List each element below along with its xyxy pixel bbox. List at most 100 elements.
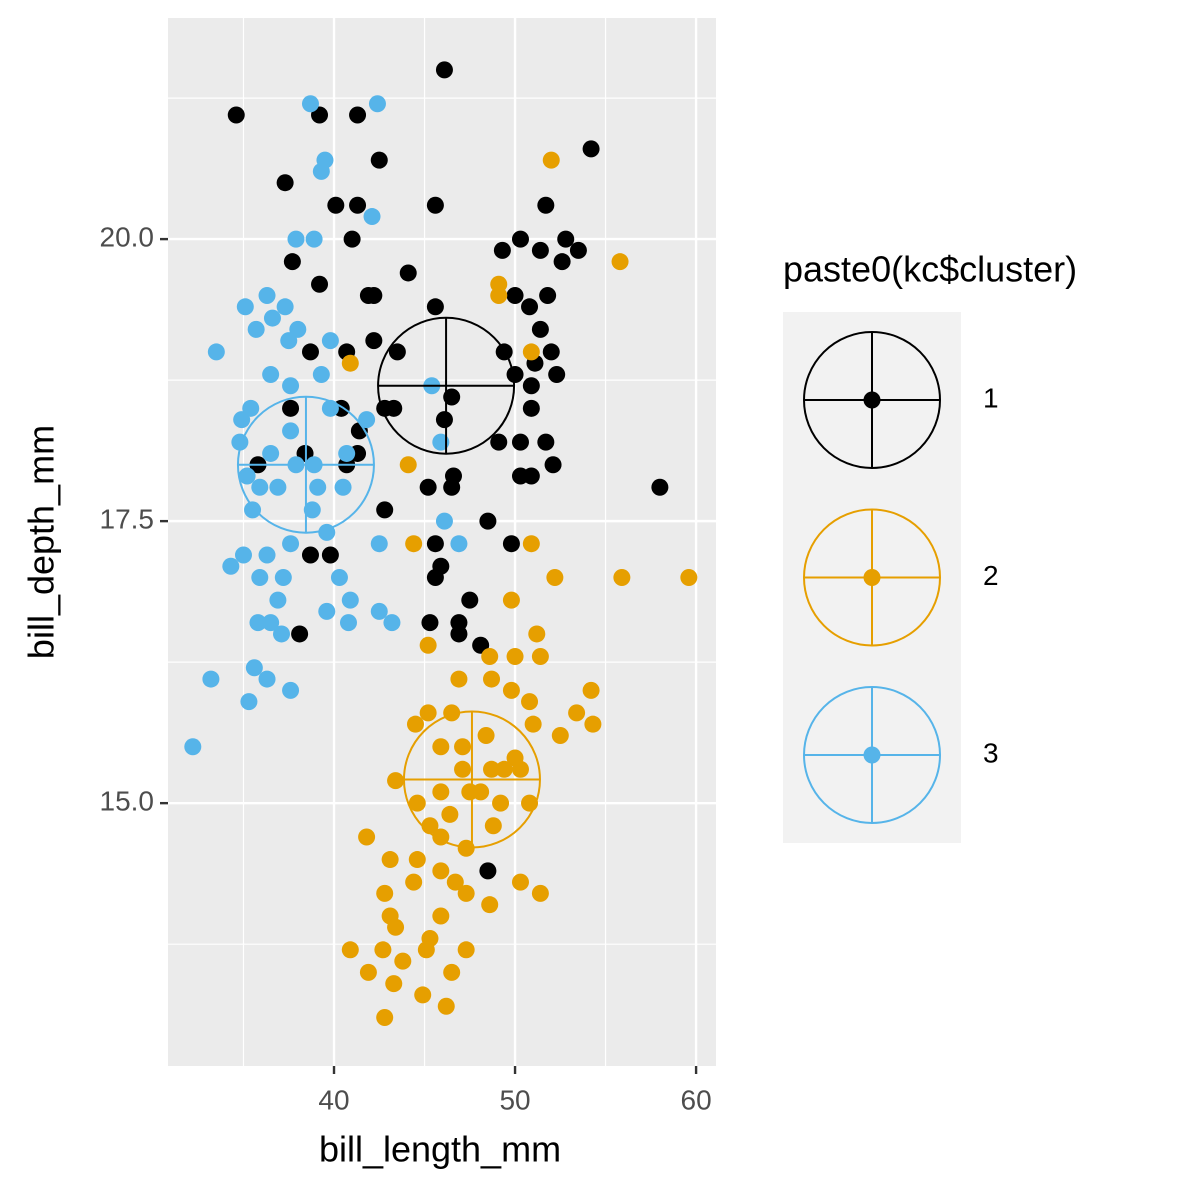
point (321, 399, 339, 417)
point (432, 862, 450, 880)
point (334, 478, 352, 496)
point (426, 196, 444, 214)
x-tick-label: 40 (318, 1084, 349, 1115)
point (358, 828, 376, 846)
point (301, 546, 319, 564)
cluster-center (236, 395, 375, 534)
point (341, 591, 359, 609)
grid (168, 18, 716, 1066)
point (454, 738, 472, 756)
point (339, 614, 357, 632)
y-axis-title: bill_depth_mm (21, 425, 62, 659)
point (450, 625, 468, 643)
point (269, 591, 287, 609)
point (651, 478, 669, 496)
point (327, 196, 345, 214)
point (435, 512, 453, 530)
point (349, 106, 367, 124)
point (539, 287, 557, 305)
point (321, 546, 339, 564)
point (457, 884, 475, 902)
point (370, 535, 388, 553)
point (522, 467, 540, 485)
legend-label: 3 (983, 737, 999, 768)
point (330, 569, 348, 587)
point (542, 151, 560, 169)
point (338, 444, 356, 462)
point (358, 411, 376, 429)
x-axis-title: bill_length_mm (319, 1129, 561, 1170)
cluster-center (402, 710, 541, 849)
point (419, 704, 437, 722)
x-tick-label: 50 (499, 1084, 530, 1115)
point (276, 174, 294, 192)
point (426, 569, 444, 587)
legend-title: paste0(kc$cluster) (783, 249, 1077, 290)
point (450, 670, 468, 688)
point (531, 648, 549, 666)
point (305, 230, 323, 248)
point (537, 433, 555, 451)
y-tick-label: 20.0 (100, 221, 155, 252)
point (376, 501, 394, 519)
point (531, 241, 549, 259)
point (399, 456, 417, 474)
cluster-center (377, 316, 516, 455)
point (282, 535, 300, 553)
point (273, 625, 291, 643)
point (282, 422, 300, 440)
point (611, 253, 629, 271)
point (408, 851, 426, 869)
point (613, 569, 631, 587)
point (405, 535, 423, 553)
point (493, 241, 511, 259)
point (349, 196, 367, 214)
point (262, 365, 280, 383)
point (280, 332, 298, 350)
point (282, 377, 300, 395)
point (282, 681, 300, 699)
point (245, 659, 263, 677)
legend: 1 2 3 (803, 331, 999, 824)
point (432, 907, 450, 925)
point (457, 941, 475, 959)
point (311, 275, 329, 293)
points (184, 61, 698, 1026)
point (441, 805, 459, 823)
y-tick-label: 17.5 (100, 504, 155, 535)
point (274, 569, 292, 587)
point (521, 693, 539, 711)
point (251, 478, 269, 496)
point (502, 681, 520, 699)
point (387, 772, 405, 790)
point (446, 873, 464, 891)
point (276, 298, 294, 316)
point (443, 963, 461, 981)
point (368, 95, 386, 113)
point (490, 433, 508, 451)
point (435, 61, 453, 79)
point (479, 862, 497, 880)
point (511, 873, 529, 891)
point (502, 535, 520, 553)
point (483, 670, 501, 688)
point (437, 997, 455, 1015)
point (301, 95, 319, 113)
point (457, 839, 475, 857)
point (291, 625, 309, 643)
point (262, 614, 280, 632)
point (419, 636, 437, 654)
point (258, 546, 276, 564)
point (363, 208, 381, 226)
point (269, 478, 287, 496)
point (490, 287, 508, 305)
point (242, 399, 260, 417)
point (376, 1008, 394, 1026)
point (472, 783, 490, 801)
point (481, 648, 499, 666)
point (399, 264, 417, 282)
point (568, 704, 586, 722)
point (443, 478, 461, 496)
point (238, 467, 256, 485)
